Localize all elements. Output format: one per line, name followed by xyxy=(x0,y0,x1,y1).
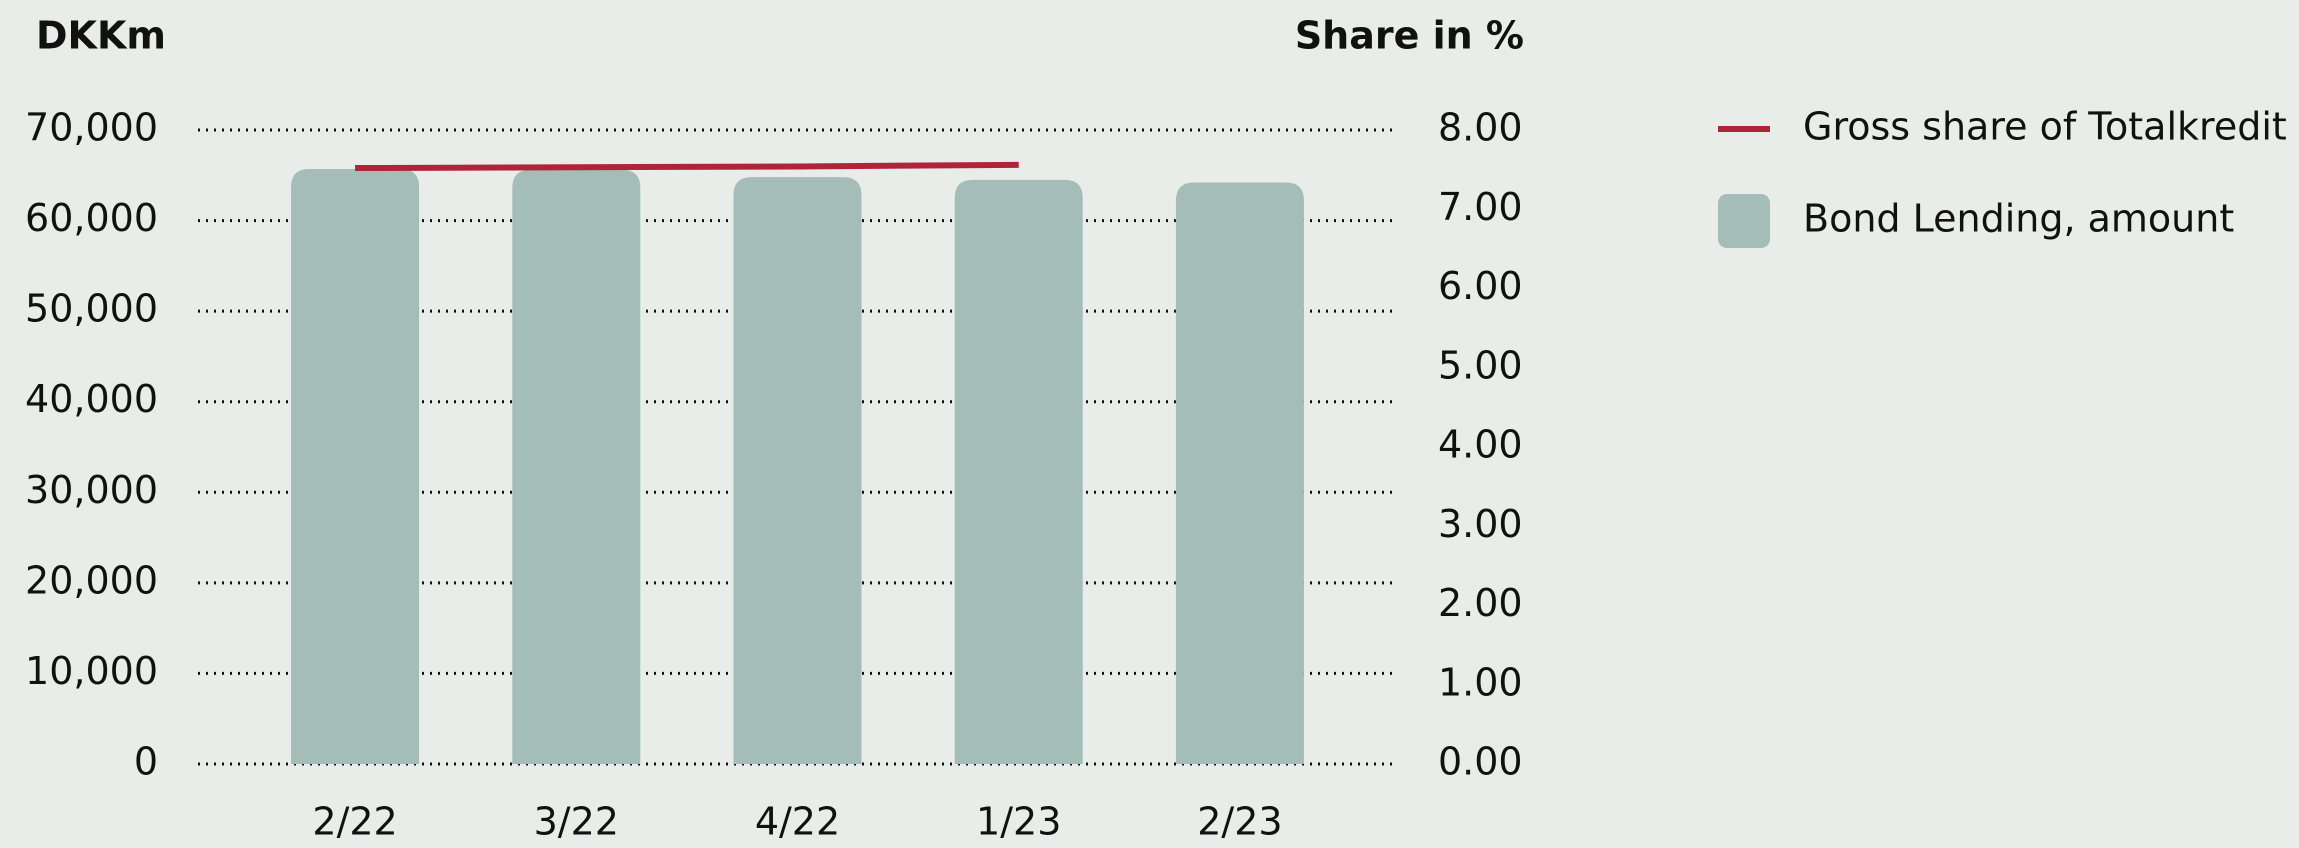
legend-swatch xyxy=(1718,194,1770,248)
y2-tick-label: 8.00 xyxy=(1438,106,1523,150)
y2-tick-label: 5.00 xyxy=(1438,343,1523,387)
legend-label: Bond Lending, amount xyxy=(1803,197,2234,241)
x-tick-label: 3/22 xyxy=(534,800,619,844)
x-tick-label: 4/22 xyxy=(755,800,840,844)
y2-tick-label: 2.00 xyxy=(1438,581,1523,625)
y2-tick-label: 6.00 xyxy=(1438,264,1523,308)
y-tick-label: 10,000 xyxy=(25,649,158,693)
line xyxy=(355,161,1019,172)
y2-tick-label: 0.00 xyxy=(1438,740,1523,784)
bar xyxy=(291,168,420,765)
y2-tick-label: 1.00 xyxy=(1438,660,1523,704)
y2-tick-label: 4.00 xyxy=(1438,423,1523,467)
x-tick-label: 2/22 xyxy=(312,800,397,844)
y2-tick-label: 3.00 xyxy=(1438,502,1523,546)
y-axis-label: DKKm xyxy=(36,14,166,58)
x-tick-label: 1/23 xyxy=(976,800,1061,844)
x-tick-label: 2/23 xyxy=(1197,800,1282,844)
bar xyxy=(733,177,862,764)
y2-tick-label: 7.00 xyxy=(1438,185,1523,229)
y-tick-label: 0 xyxy=(134,740,158,784)
bar xyxy=(512,169,641,764)
y-tick-label: 70,000 xyxy=(25,106,158,150)
legend-label: Gross share of Totalkredit xyxy=(1803,105,2287,149)
y-tick-label: 30,000 xyxy=(25,468,158,512)
y-tick-label: 40,000 xyxy=(25,377,158,421)
y-tick-label: 50,000 xyxy=(25,287,158,331)
y2-axis-label: Share in % xyxy=(1295,14,1524,58)
bar xyxy=(954,179,1083,765)
y-tick-label: 60,000 xyxy=(25,196,158,240)
y-tick-label: 20,000 xyxy=(25,558,158,602)
bar xyxy=(1175,182,1304,764)
